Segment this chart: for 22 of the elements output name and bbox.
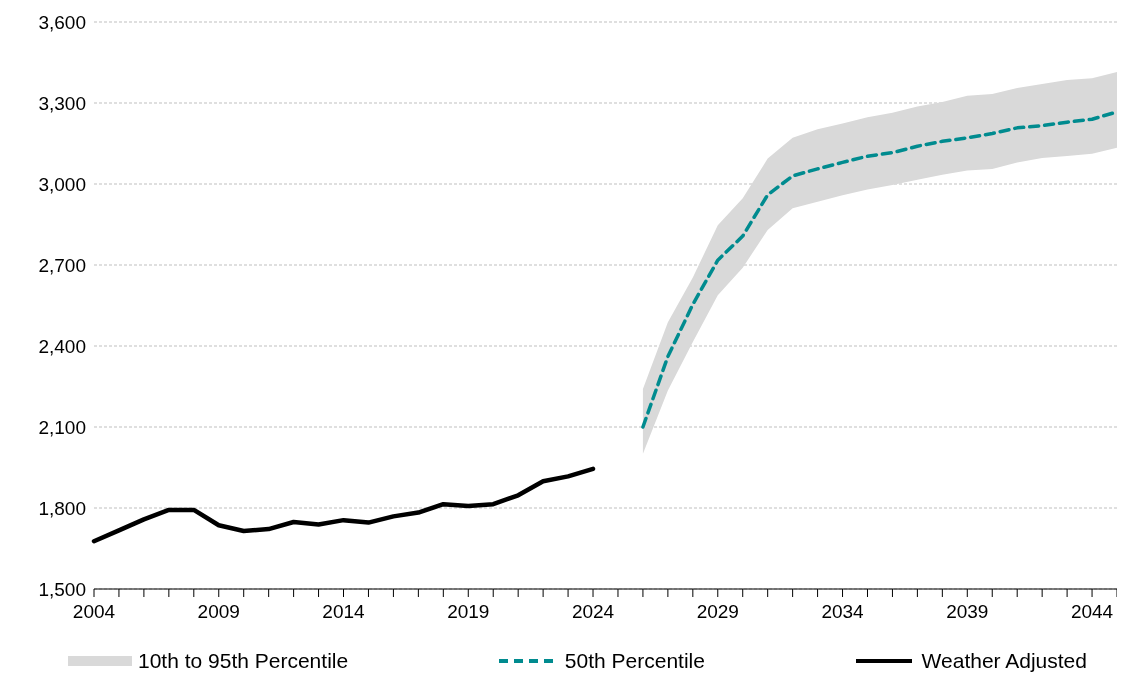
y-tick-label: 3,300 bbox=[38, 92, 86, 114]
y-tick-label: 3,000 bbox=[38, 173, 86, 195]
y-tick-label: 2,400 bbox=[38, 335, 86, 357]
x-tick-label: 2004 bbox=[72, 601, 116, 623]
x-tick-label: 2044 bbox=[1070, 601, 1114, 623]
y-tick-label: 1,800 bbox=[38, 497, 86, 519]
x-tick-label: 2029 bbox=[696, 601, 739, 623]
x-tick-label: 2014 bbox=[322, 601, 366, 623]
legend-label: Weather Adjusted bbox=[921, 649, 1087, 673]
x-tick-label: 2019 bbox=[447, 601, 490, 623]
x-tick-label: 2039 bbox=[946, 601, 989, 623]
legend-label: 50th Percentile bbox=[564, 649, 705, 673]
x-tick-label: 2009 bbox=[197, 601, 240, 623]
x-tick-label: 2024 bbox=[571, 601, 615, 623]
y-tick-label: 2,100 bbox=[38, 416, 86, 438]
x-tick-label: 2034 bbox=[821, 601, 865, 623]
y-tick-label: 2,700 bbox=[38, 254, 86, 276]
text: 10th to 95th Percentile bbox=[138, 649, 349, 673]
line-series bbox=[641, 110, 1117, 429]
y-tick-label: 1,500 bbox=[38, 578, 86, 600]
y-tick-label: 3,600 bbox=[38, 11, 86, 33]
line-series bbox=[91, 466, 596, 544]
